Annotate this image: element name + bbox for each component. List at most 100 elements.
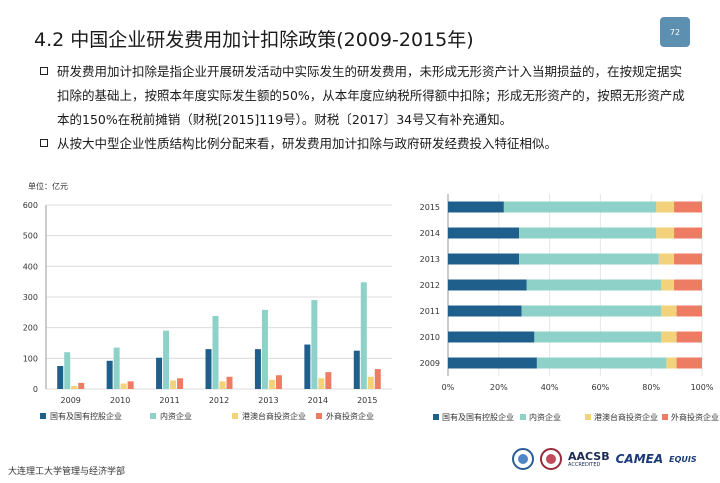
accreditation-logos: AACSB ACCREDITED CAMEA EQUIS (512, 448, 697, 470)
bar (71, 385, 78, 389)
bar (360, 282, 367, 389)
x-tick-label: 40% (541, 383, 559, 392)
y-tick-label: 2011 (420, 307, 440, 316)
bar-segment (536, 357, 667, 369)
bar-segment (521, 305, 662, 317)
x-tick-label: 2013 (258, 396, 278, 405)
bar-segment (448, 305, 522, 317)
bar (127, 381, 134, 389)
x-tick-label: 2011 (159, 396, 179, 405)
bullet-text: 研发费用加计扣除是指企业开展研发活动中实际发生的研发费用，未形成无形资产计入当期… (57, 64, 685, 127)
bar-segment (674, 279, 702, 291)
school-seal-icon (540, 448, 562, 470)
legend-swatch (662, 414, 668, 420)
bar-segment (448, 331, 535, 343)
bar-segment (519, 227, 657, 239)
bar-segment (666, 357, 677, 369)
stacked-percent-bar-chart: 0% 20% 40% 60% 80% 100% 2015 2014 2013 2012 2011 20… (420, 194, 719, 422)
bullet-item: 研发费用加计扣除是指企业开展研发活动中实际发生的研发费用，未形成无形资产计入当期… (40, 60, 685, 132)
bar-segment (448, 253, 520, 265)
equis-logo: EQUIS (669, 454, 697, 464)
grouped-bar-chart: 0 100 200 300 400 500 600 2009 2010 2011 2012 2013 2… (23, 201, 392, 421)
bar-segment (674, 253, 702, 265)
bar (374, 369, 381, 389)
legend-label: 国有及国有控股企业 (50, 411, 122, 421)
bar-segment (503, 201, 657, 213)
x-tick-label: 20% (490, 383, 508, 392)
bar-segment (674, 201, 702, 213)
bar (254, 349, 261, 389)
bullet-text: 从按大中型企业性质结构比例分配来看，研发费用加计扣除与政府研发经费投入特征相似。 (57, 136, 558, 151)
bar (219, 381, 226, 389)
bar (318, 378, 325, 389)
page-number-badge: 72 (660, 17, 690, 47)
y-tick-label: 2009 (420, 359, 440, 368)
legend-label: 港澳台商投资企业 (242, 411, 306, 421)
x-tick-label: 100% (691, 383, 714, 392)
x-tick-label: 2012 (209, 396, 229, 405)
bar (275, 375, 282, 389)
x-tick-label: 0% (442, 383, 455, 392)
bullet-item: 从按大中型企业性质结构比例分配来看，研发费用加计扣除与政府研发经费投入特征相似。 (40, 132, 685, 156)
bar (304, 344, 311, 389)
bar (311, 300, 318, 389)
legend-swatch (40, 413, 46, 419)
bar-segment (656, 201, 675, 213)
y-tick-label: 300 (23, 293, 38, 302)
legend-swatch (433, 414, 439, 420)
bar-segment (674, 227, 702, 239)
bar-segment (448, 227, 520, 239)
institution-name: 大连理工大学管理与经济学部 (8, 467, 126, 477)
bar-segment (534, 331, 662, 343)
bar-segment (448, 357, 537, 369)
y-tick-label: 2012 (420, 281, 440, 290)
bar (113, 347, 120, 389)
legend-label: 内资企业 (529, 412, 561, 422)
x-tick-label: 80% (642, 383, 660, 392)
legend-label: 内资企业 (160, 411, 192, 421)
y-tick-label: 0 (33, 385, 38, 394)
bullet-list: 研发费用加计扣除是指企业开展研发活动中实际发生的研发费用，未形成无形资产计入当期… (40, 60, 685, 156)
camea-logo: CAMEA (615, 452, 664, 466)
bar (78, 382, 85, 389)
y-tick-label: 100 (23, 354, 38, 363)
y-tick-label: 600 (23, 201, 38, 210)
bar (177, 378, 184, 389)
legend-swatch (232, 413, 238, 419)
bar (120, 383, 127, 389)
bar (163, 330, 170, 389)
page-title: 4.2 中国企业研发费用加计扣除政策(2009-2015年) (34, 29, 474, 51)
y-tick-label: 200 (23, 324, 38, 333)
legend-swatch (316, 413, 322, 419)
bar (353, 350, 360, 389)
bar-segment (661, 331, 677, 343)
bar-segment (448, 201, 504, 213)
bar (226, 376, 233, 389)
y-tick-label: 500 (23, 232, 38, 241)
chart-unit-label: 单位：亿元 (28, 182, 68, 191)
bar (268, 379, 275, 389)
bar-segment (676, 305, 702, 317)
square-bullet-icon (40, 67, 48, 75)
x-tick-label: 2009 (61, 396, 81, 405)
legend-label: 国有及国有控股企业 (442, 412, 514, 422)
square-bullet-icon (40, 139, 48, 147)
bar-segment (526, 279, 662, 291)
y-tick-label: 2013 (420, 255, 440, 264)
bar (367, 376, 374, 389)
x-tick-label: 2014 (308, 396, 328, 405)
bar-segment (658, 253, 675, 265)
bar (170, 380, 177, 389)
bar (212, 316, 219, 389)
y-tick-label: 2010 (420, 333, 440, 342)
bar-segment (656, 227, 675, 239)
aacsb-logo: AACSB ACCREDITED (568, 449, 610, 468)
legend-swatch (520, 414, 526, 420)
legend-label: 港澳台商投资企业 (594, 412, 658, 422)
legend-label: 外商投资企业 (326, 411, 374, 421)
y-tick-label: 2015 (420, 203, 440, 212)
bar (325, 372, 332, 389)
bar (205, 349, 212, 389)
bar-segment (519, 253, 659, 265)
y-tick-label: 400 (23, 262, 38, 271)
